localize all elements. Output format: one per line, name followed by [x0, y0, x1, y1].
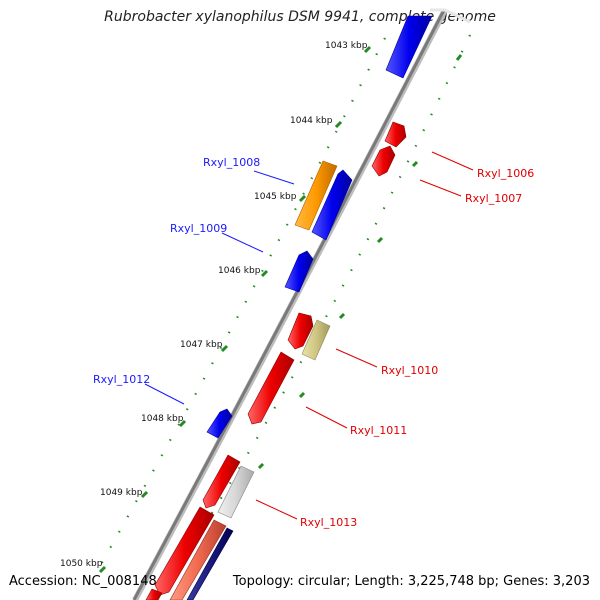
gene-rxyl-1006[interactable]: [384, 121, 407, 148]
kbp-label-1044: 1044 kbp: [290, 116, 333, 126]
gene-label-rxyl-1007[interactable]: Rxyl_1007: [465, 192, 522, 205]
gene-label-rxyl-1006[interactable]: Rxyl_1006: [477, 167, 534, 180]
label-leaders: [144, 151, 474, 520]
kbp-label-1048: 1048 kbp: [141, 414, 184, 424]
gene-navy-bottom[interactable]: [186, 527, 234, 600]
gene-blue-top[interactable]: [385, 15, 433, 79]
backbone-top-segment: [430, 8, 471, 24]
gene-rxyl-1012[interactable]: [206, 408, 233, 439]
gene-rxyl-1010-khaki[interactable]: [301, 319, 331, 361]
accession-text: Accession: NC_008148: [9, 574, 157, 589]
gene-rxyl-1008-blue[interactable]: [311, 169, 353, 241]
gene-rxyl-1008[interactable]: [294, 160, 338, 231]
gene-red-bottom-small[interactable]: [145, 588, 163, 600]
gene-label-rxyl-1012[interactable]: Rxyl_1012: [93, 373, 150, 386]
gene-salmon-bottom[interactable]: [169, 519, 227, 600]
gene-rxyl-1009[interactable]: [284, 250, 314, 293]
map-title: Rubrobacter xylanophilus DSM 9941, compl…: [104, 9, 496, 25]
genome-backbone-core: [132, 9, 446, 600]
kbp-label-1045: 1045 kbp: [254, 192, 297, 202]
gene-label-rxyl-1010[interactable]: Rxyl_1010: [381, 364, 438, 377]
gene-rxyl-1011[interactable]: [247, 351, 295, 425]
kbp-label-1049: 1049 kbp: [100, 488, 143, 498]
gene-rxyl-1013-red[interactable]: [202, 454, 241, 509]
kbp-ticks: [98, 45, 372, 574]
kbp-label-1047: 1047 kbp: [180, 340, 223, 350]
gene-label-rxyl-1009[interactable]: Rxyl_1009: [170, 222, 227, 235]
gene-rxyl-1010[interactable]: [287, 312, 314, 350]
gene-rxyl-1013[interactable]: [217, 465, 255, 519]
gene-label-rxyl-1011[interactable]: Rxyl_1011: [350, 424, 407, 437]
gene-label-rxyl-1008[interactable]: Rxyl_1008: [203, 156, 260, 169]
gene-rxyl-1007[interactable]: [371, 145, 396, 177]
kbp-label-1050: 1050 kbp: [60, 559, 103, 569]
gene-label-rxyl-1013[interactable]: Rxyl_1013: [300, 516, 357, 529]
outer-ticks: [220, 54, 463, 547]
kbp-label-1043: 1043 kbp: [325, 41, 368, 51]
genome-summary-text: Topology: circular; Length: 3,225,748 bp…: [232, 574, 590, 589]
kbp-label-1046: 1046 kbp: [218, 266, 261, 276]
